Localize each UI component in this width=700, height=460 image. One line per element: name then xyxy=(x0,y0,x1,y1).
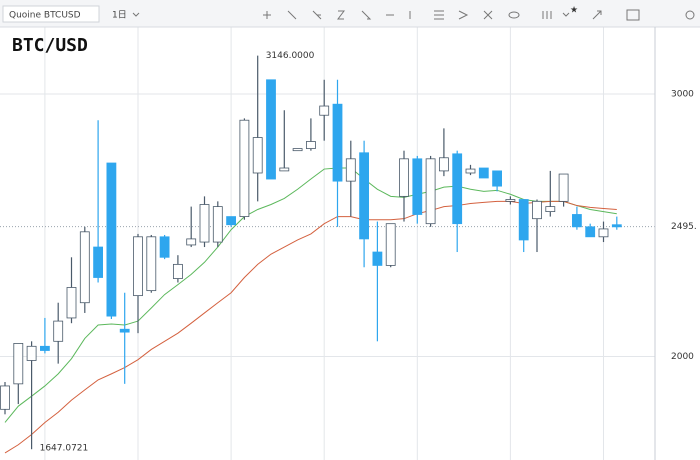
candle-body xyxy=(0,385,10,410)
toolbar xyxy=(0,0,700,27)
candle-body xyxy=(266,79,276,180)
candle-body xyxy=(412,158,423,215)
candle-body xyxy=(26,345,37,361)
candle-body xyxy=(186,238,197,246)
drawing-tools[interactable] xyxy=(263,9,695,21)
moving-average xyxy=(4,200,617,454)
candle-body xyxy=(478,167,489,179)
candle-body xyxy=(465,168,476,174)
candle-body xyxy=(79,231,90,304)
candle-body xyxy=(172,263,183,279)
candle-body xyxy=(146,236,157,292)
candle-body xyxy=(212,206,223,243)
candle-body xyxy=(518,199,529,241)
high-label: 3146.0000 xyxy=(266,51,315,61)
candle-body xyxy=(332,103,343,182)
candle-body xyxy=(40,345,50,351)
y-tick-label: 3000 xyxy=(671,89,694,99)
candle-body xyxy=(425,158,436,225)
moving-average xyxy=(4,167,617,423)
y-tick-label: 2000 xyxy=(671,352,694,362)
candle-body xyxy=(252,137,263,174)
candle-body xyxy=(438,157,449,172)
candle-body xyxy=(239,119,250,217)
chart-title: BTC/USD xyxy=(12,35,88,56)
candle-body xyxy=(492,170,503,187)
candle-body xyxy=(53,320,64,342)
candle-body xyxy=(558,173,569,202)
candle-body xyxy=(93,246,103,278)
symbol[interactable]: Quoine BTCUSD xyxy=(9,11,81,21)
candle-body xyxy=(292,148,303,152)
candle-body xyxy=(66,287,77,319)
candle-body xyxy=(279,167,290,172)
candle-body xyxy=(226,216,237,226)
low-label: 1647.0721 xyxy=(40,444,89,454)
candle-body xyxy=(505,199,516,202)
candle-body xyxy=(199,204,210,243)
candle-body xyxy=(119,328,130,333)
candle-body xyxy=(159,236,170,258)
candle-body xyxy=(385,223,396,266)
candle-body xyxy=(359,152,370,240)
candle-body xyxy=(345,158,356,182)
interval[interactable]: 1日 xyxy=(112,10,127,21)
candle-body xyxy=(106,162,117,317)
candle-body xyxy=(319,105,330,116)
favorite-star[interactable]: ★ xyxy=(570,6,578,16)
candle-body xyxy=(133,236,143,297)
candle-body xyxy=(585,226,596,238)
symbol-box[interactable] xyxy=(2,5,100,23)
candle-body xyxy=(532,200,542,220)
last-price-label: 2495. xyxy=(671,222,697,232)
candle-body xyxy=(13,343,24,385)
candle-body xyxy=(545,206,556,212)
candle-body xyxy=(452,153,463,225)
candle-body xyxy=(598,228,609,238)
candle-body xyxy=(399,158,409,197)
candle-body xyxy=(572,214,582,228)
candle-body xyxy=(372,251,383,266)
candle-body xyxy=(611,224,622,228)
interval-chevron[interactable] xyxy=(132,12,140,17)
candle-body xyxy=(305,141,316,149)
